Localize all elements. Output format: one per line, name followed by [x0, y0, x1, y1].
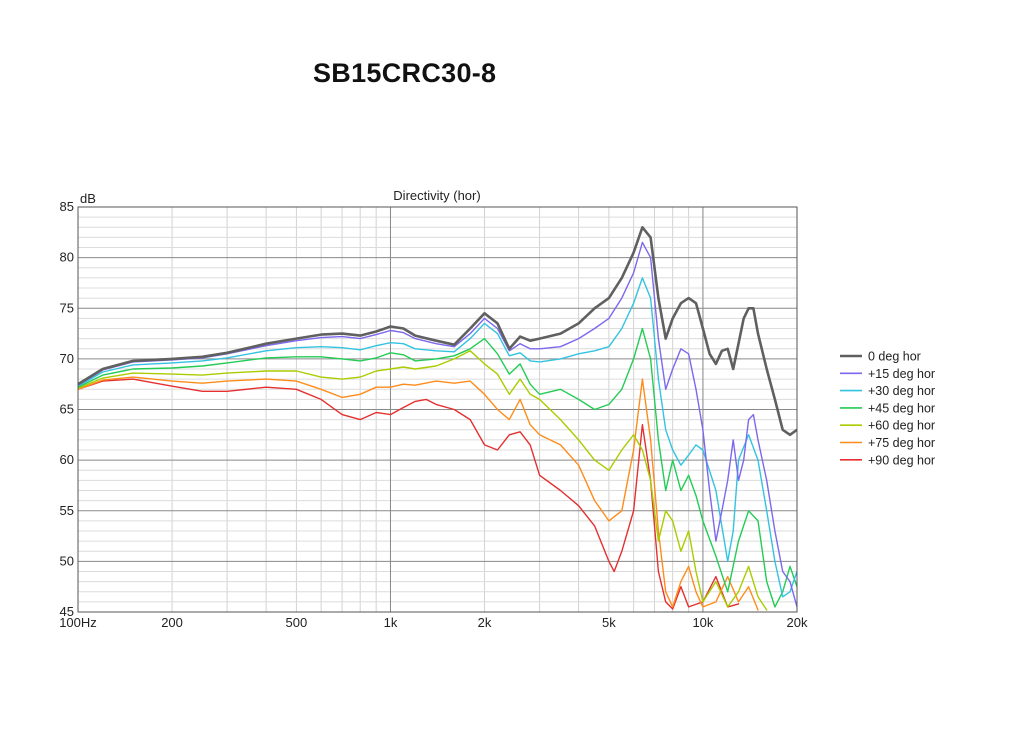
y-axis-ticks: 45 50 55 60 65 70 75 80 85 [60, 199, 74, 619]
y-tick-label: 60 [60, 452, 74, 467]
page-title: SB15CRC30-8 [313, 58, 497, 88]
x-tick-label: 20k [787, 615, 808, 630]
x-tick-label: 500 [286, 615, 308, 630]
legend-label: +30 deg hor [868, 384, 935, 398]
legend-label: +75 deg hor [868, 436, 935, 450]
legend: 0 deg hor +15 deg hor +30 deg hor +45 deg h… [840, 350, 935, 467]
y-tick-label: 50 [60, 553, 74, 568]
series-lines [78, 226, 797, 611]
x-tick-label: 200 [161, 615, 183, 630]
x-tick-label: 5k [602, 615, 616, 630]
series-line [78, 350, 768, 611]
legend-label: +90 deg hor [868, 453, 935, 467]
x-axis-ticks: 100Hz 200 500 1k 2k 5k 10k 20k [59, 615, 808, 630]
y-tick-label: 80 [60, 250, 74, 265]
y-tick-label: 55 [60, 503, 74, 518]
series-line [78, 376, 759, 611]
chart-title: Directivity (hor) [393, 188, 480, 203]
y-tick-label: 65 [60, 402, 74, 417]
series-line [78, 327, 797, 608]
y-tick-label: 45 [60, 604, 74, 619]
y-tick-label: 75 [60, 300, 74, 315]
series-line [78, 241, 797, 608]
x-tick-label: 10k [692, 615, 713, 630]
plot-frame [77, 206, 798, 613]
x-tick-label: 100Hz [59, 615, 97, 630]
y-tick-label: 70 [60, 351, 74, 366]
legend-label: +45 deg hor [868, 401, 935, 415]
legend-label: +15 deg hor [868, 367, 935, 381]
legend-label: 0 deg hor [868, 350, 921, 364]
series-line [78, 226, 797, 437]
legend-label: +60 deg hor [868, 419, 935, 433]
series-line [78, 277, 797, 598]
x-tick-label: 2k [478, 615, 492, 630]
x-tick-label: 1k [384, 615, 398, 630]
series-line [78, 378, 740, 610]
y-tick-label: 85 [60, 199, 74, 214]
y-axis-unit-label: dB [80, 191, 96, 206]
